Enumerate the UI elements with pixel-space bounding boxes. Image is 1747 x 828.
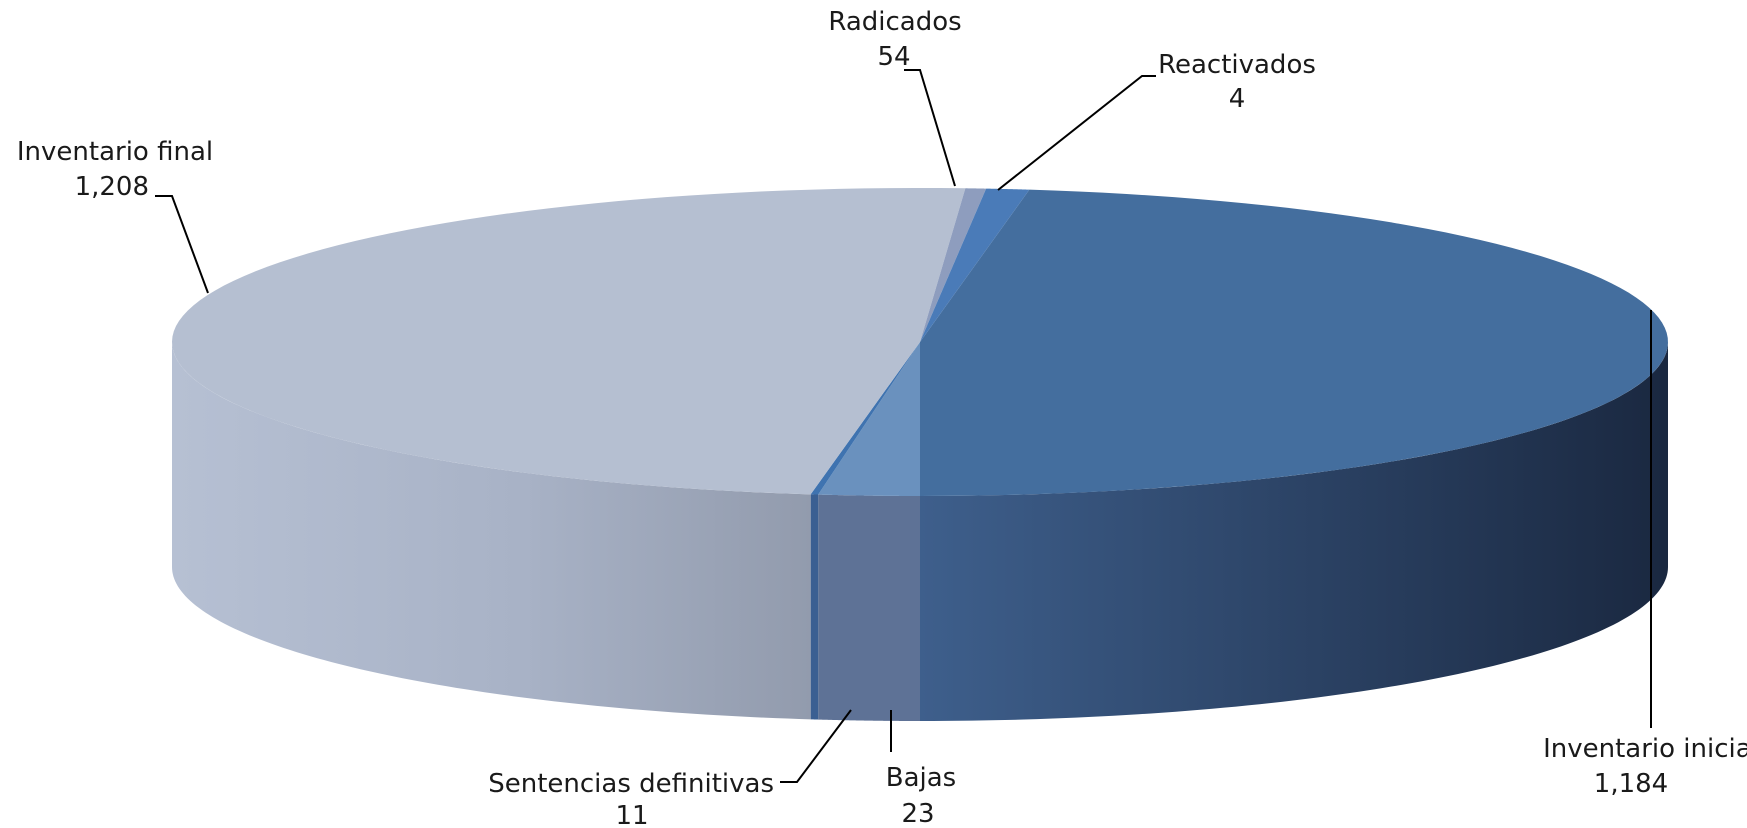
pie-sides — [172, 342, 1668, 721]
leader-line-reactivados — [997, 75, 1156, 191]
label-reactivados-value: 4 — [1229, 84, 1246, 114]
pie-tops — [172, 188, 1668, 496]
leader-line-radicados — [904, 69, 956, 187]
pie-slice-sentencias-definitivas — [920, 188, 987, 342]
pie-side-inventario-inicial — [920, 342, 1668, 721]
pie-side-reactivados — [810, 494, 819, 720]
leader-line-inventario-final — [155, 195, 209, 294]
label-radicados-value: 54 — [877, 42, 910, 72]
pie-slice-inventario-final — [172, 188, 966, 495]
pie-slice-reactivados — [810, 342, 920, 495]
label-inventario-inicial-name: Inventario inicial — [1543, 734, 1747, 764]
label-sentencias-definitivas-value: 11 — [615, 801, 648, 828]
pie-slice-radicados — [818, 342, 920, 496]
pie-slice-bajas — [920, 188, 1030, 342]
label-sentencias-definitivas-name: Sentencias definitivas — [488, 769, 774, 799]
label-radicados-name: Radicados — [828, 7, 961, 37]
label-reactivados-name: Reactivados — [1158, 50, 1316, 80]
label-inventario-inicial-value: 1,184 — [1594, 769, 1668, 799]
label-bajas-value: 23 — [901, 799, 934, 828]
leader-line-sentencias-definitivas — [780, 709, 852, 783]
label-inventario-final-name: Inventario final — [17, 137, 213, 167]
pie-side-inventario-final — [172, 342, 811, 720]
label-inventario-final-value: 1,208 — [75, 172, 149, 202]
pie-slice-inventario-inicial — [920, 189, 1668, 496]
label-bajas-name: Bajas — [886, 763, 956, 793]
pie-side-radicados — [818, 494, 920, 721]
